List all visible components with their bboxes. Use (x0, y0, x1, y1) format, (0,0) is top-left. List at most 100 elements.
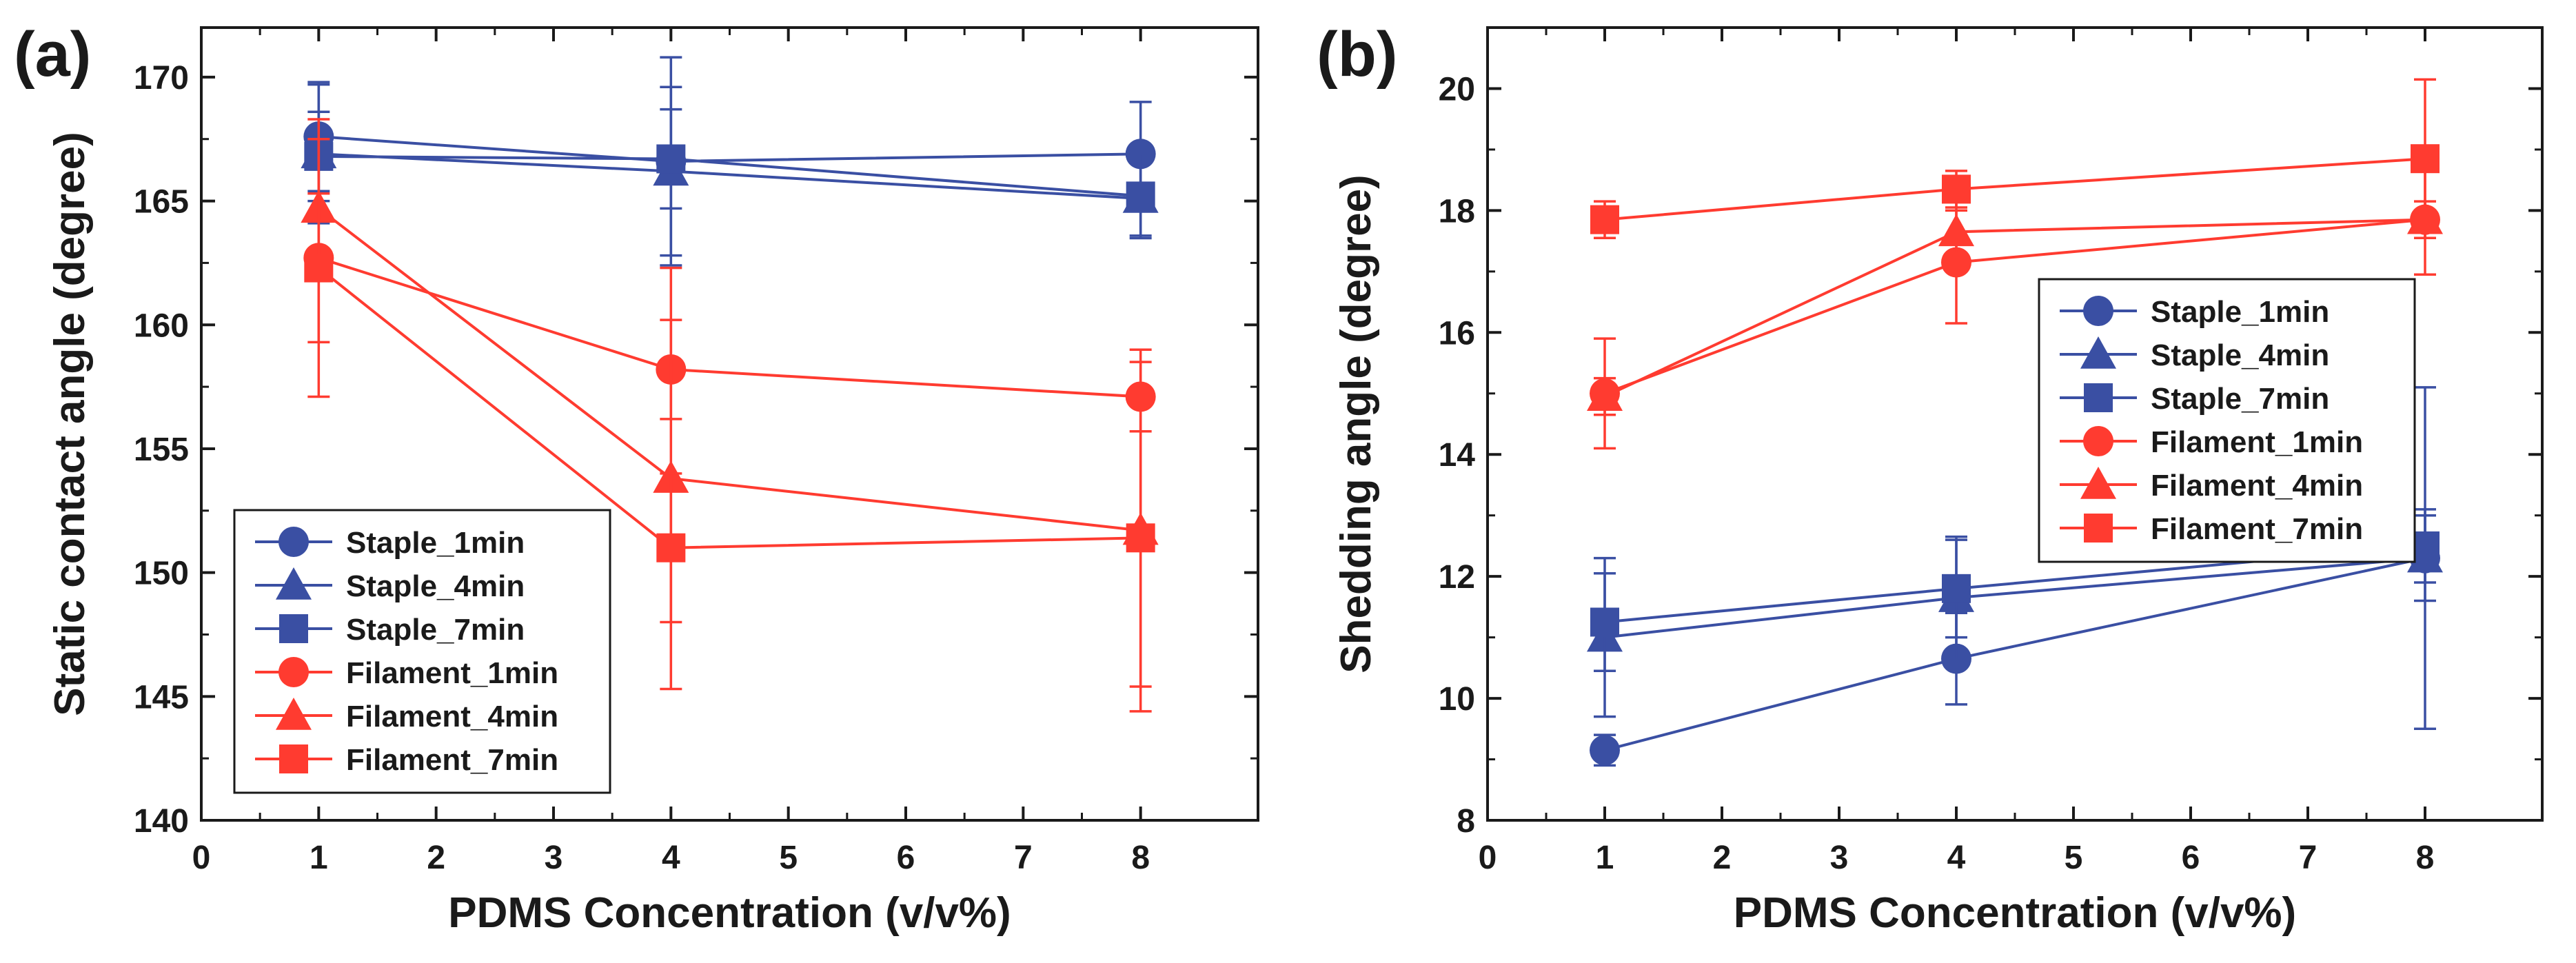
data-point (1941, 247, 1971, 278)
y-tick-label: 160 (134, 307, 189, 344)
x-tick-label: 2 (427, 840, 445, 876)
legend-marker (279, 744, 308, 773)
legend-item: Filament_4min (2060, 467, 2363, 503)
series-line (318, 267, 1141, 549)
legend-item: Filament_1min (2060, 425, 2363, 459)
legend-item: Staple_1min (255, 526, 525, 560)
data-point (1590, 735, 1620, 766)
legend-marker (276, 567, 312, 600)
legend-item: Filament_4min (255, 698, 558, 733)
y-tick-label: 150 (134, 556, 189, 592)
x-tick-label: 3 (545, 840, 563, 876)
data-point (1938, 214, 1974, 247)
x-tick-label: 4 (662, 840, 680, 876)
x-tick-label: 0 (192, 840, 211, 876)
y-tick-label: 170 (134, 60, 189, 97)
x-tick-label: 3 (1830, 840, 1849, 876)
legend-item: Filament_7min (255, 743, 558, 777)
legend: Staple_1min Staple_4min Staple_7min Filamen… (2038, 278, 2416, 563)
legend-label: Staple_7min (346, 613, 525, 647)
series-Filament_4min (1587, 200, 2443, 416)
data-point (656, 533, 686, 562)
series-Filament_1min (1590, 163, 2440, 450)
x-axis-title: PDMS Concentration (v/v%) (448, 889, 1011, 937)
y-tick-label: 165 (134, 184, 189, 221)
series-line (318, 256, 1141, 398)
legend-marker (2080, 336, 2116, 369)
legend-item: Staple_7min (255, 613, 525, 647)
legend-marker (2080, 467, 2116, 499)
legend-label: Filament_7min (346, 743, 558, 777)
data-point (2411, 144, 2440, 174)
series-Filament_1min (303, 118, 1156, 433)
legend-label: Staple_4min (346, 569, 525, 603)
legend-marker (2083, 296, 2113, 326)
x-tick-label: 7 (1014, 840, 1033, 876)
data-point (1587, 378, 1623, 411)
y-tick-label: 14 (1439, 437, 1476, 474)
legend-marker (278, 527, 309, 557)
legend-marker (276, 698, 312, 730)
y-tick-label: 12 (1439, 559, 1475, 596)
x-tick-label: 1 (1596, 840, 1614, 876)
x-tick-label: 8 (1131, 840, 1150, 876)
data-point (1942, 574, 1971, 603)
y-tick-label: 155 (134, 432, 189, 468)
y-tick-label: 140 (134, 803, 189, 840)
legend-item: Staple_4min (2060, 336, 2329, 372)
data-point (1590, 607, 1619, 637)
data-point (1126, 523, 1155, 553)
panel-label: (b) (1317, 19, 1397, 90)
legend-item: Filament_7min (2060, 512, 2363, 546)
y-tick-label: 10 (1439, 681, 1475, 718)
x-tick-label: 6 (897, 840, 915, 876)
legend-marker (2084, 514, 2113, 543)
y-axis-title: Shedding angle (degree) (1332, 174, 1380, 673)
data-point (1942, 174, 1971, 204)
data-point (1126, 181, 1155, 211)
legend-label: Filament_1min (346, 656, 558, 690)
legend-item: Staple_4min (255, 567, 525, 603)
x-tick-label: 5 (2065, 840, 2083, 876)
legend: Staple_1min Staple_4min Staple_7min Filamen… (233, 509, 611, 794)
legend-label: Filament_7min (2151, 512, 2363, 546)
legend-label: Filament_4min (346, 700, 558, 733)
x-tick-label: 2 (1713, 840, 1732, 876)
x-axis-title: PDMS Concentration (v/v%) (1734, 889, 2296, 937)
legend-marker (279, 614, 308, 643)
x-tick-label: 0 (1479, 840, 1497, 876)
x-tick-label: 8 (2416, 840, 2435, 876)
legend-label: Filament_1min (2151, 425, 2363, 459)
series-Filament_7min (1590, 78, 2440, 239)
x-tick-label: 5 (779, 840, 798, 876)
legend-marker (2084, 383, 2113, 412)
legend-label: Staple_1min (346, 526, 525, 560)
x-tick-label: 7 (2299, 840, 2318, 876)
x-tick-label: 4 (1947, 840, 1966, 876)
legend-label: Staple_4min (2151, 338, 2329, 372)
y-tick-label: 145 (134, 679, 189, 716)
y-tick-label: 18 (1439, 193, 1475, 230)
legend-label: Staple_7min (2151, 382, 2329, 416)
y-tick-label: 16 (1439, 315, 1475, 352)
x-tick-label: 6 (2182, 840, 2200, 876)
legend-item: Staple_7min (2060, 382, 2329, 416)
y-tick-label: 20 (1439, 71, 1475, 108)
legend-item: Staple_1min (2060, 295, 2329, 329)
series-Staple_1min (303, 56, 1156, 267)
series-line (1604, 556, 2426, 752)
series-line (318, 207, 1141, 532)
data-point (1590, 205, 1619, 234)
series-Staple_4min (301, 83, 1159, 257)
legend-marker (278, 657, 309, 687)
legend-label: Filament_4min (2151, 469, 2363, 503)
y-tick-label: 8 (1457, 803, 1475, 840)
series-Filament_7min (304, 192, 1155, 688)
legend-label: Staple_1min (2151, 295, 2329, 329)
panel-a: (a) 0 1 2 3 4 5 6 7 8 140 145 150 155 160 165 170 PDMS Co… (14, 19, 1259, 937)
panel-label: (a) (14, 19, 91, 90)
x-tick-label: 1 (310, 840, 328, 876)
series-line (1604, 157, 2426, 221)
